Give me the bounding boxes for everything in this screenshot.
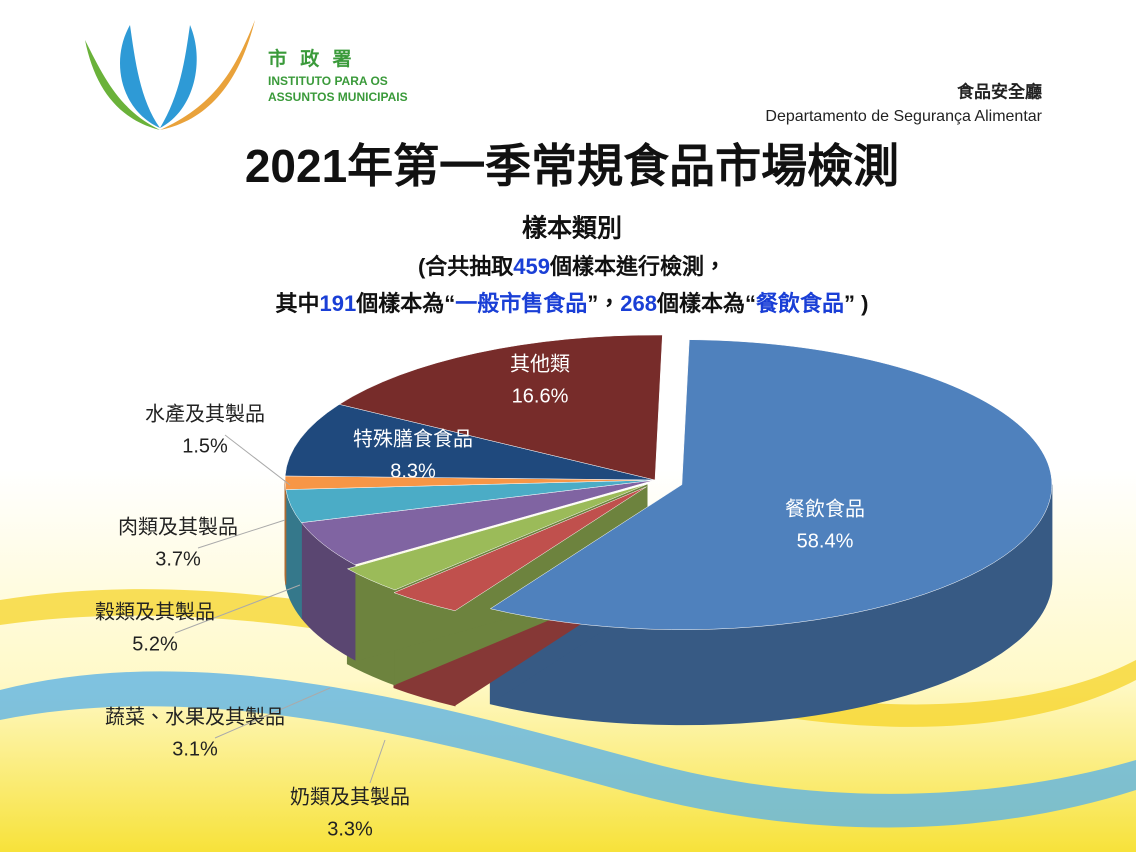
note-line: 其中191個樣本為“一般市售食品”，268個樣本為“餐飲食品” ) [276, 291, 869, 316]
logo-line: INSTITUTO PARA OS [268, 74, 388, 88]
note-highlight: 一般市售食品 [455, 291, 587, 316]
value-label: 8.3% [390, 460, 436, 482]
logo: 市 政 署 INSTITUTO PARA OS ASSUNTOS MUNICIP… [85, 20, 408, 130]
note-highlight: 268 [620, 291, 657, 316]
note-highlight: 459 [513, 254, 550, 279]
logo-name: 市 政 署 [268, 47, 356, 70]
leader-line [214, 687, 331, 739]
value-label: 3.1% [172, 738, 218, 760]
value-label: 58.4% [797, 530, 854, 552]
leader-line [224, 434, 291, 486]
note-text: ”， [587, 291, 620, 316]
slice-label: 特殊膳食食品 [353, 427, 473, 450]
chart-subtitle: 樣本類別 [522, 214, 622, 243]
slice-label: 穀類及其製品 [95, 600, 215, 623]
value-label: 3.3% [327, 818, 373, 840]
logo-line: ASSUNTOS MUNICIPAIS [268, 90, 408, 104]
value-label: 3.7% [155, 548, 201, 570]
slice [338, 334, 663, 481]
value-label: 1.5% [182, 435, 228, 457]
slice [284, 404, 656, 481]
logo-leaf [160, 25, 197, 128]
slice-side [284, 479, 287, 585]
note-text: 其中 [276, 291, 320, 316]
slice [393, 486, 647, 612]
leader-line [369, 739, 386, 784]
pie: 餐飲食品 58.4% 奶類及其製品 3.3% 蔬菜、水果及其製品 3.1% 穀類及其製品 5.… [95, 334, 1053, 840]
note-text: ” ) [844, 291, 868, 316]
note-text: 個樣本為“ [656, 291, 756, 316]
note-text: (合共抽取 [418, 254, 514, 279]
slice-label: 蔬菜、水果及其製品 [105, 705, 285, 728]
note-text: 個樣本為“ [355, 291, 455, 316]
slice-label: 餐飲食品 [785, 497, 865, 520]
slice-label: 水產及其製品 [145, 402, 265, 425]
leader-line [174, 584, 301, 634]
slice [346, 483, 648, 591]
note-highlight: 餐飲食品 [756, 291, 844, 316]
note-line: (合共抽取459個樣本進行檢測， [418, 254, 726, 279]
slice-label: 奶類及其製品 [290, 785, 410, 808]
department-zh: 食品安全廳 [957, 81, 1042, 101]
slice-label: 肉類及其製品 [118, 515, 238, 538]
value-label: 16.6% [512, 385, 569, 407]
logo-leaf [120, 25, 160, 128]
value-label: 5.2% [132, 633, 178, 655]
department-pt: Departamento de Segurança Alimentar [765, 108, 1042, 125]
chart-title: 2021年第一季常規食品市場檢測 [245, 140, 899, 192]
background-wave [0, 671, 1136, 828]
note-text: 個樣本進行檢測， [549, 254, 726, 279]
leader-line [197, 519, 286, 549]
slice [489, 339, 1053, 630]
slice-label: 其他類 [510, 352, 570, 375]
note-highlight: 191 [320, 291, 357, 316]
